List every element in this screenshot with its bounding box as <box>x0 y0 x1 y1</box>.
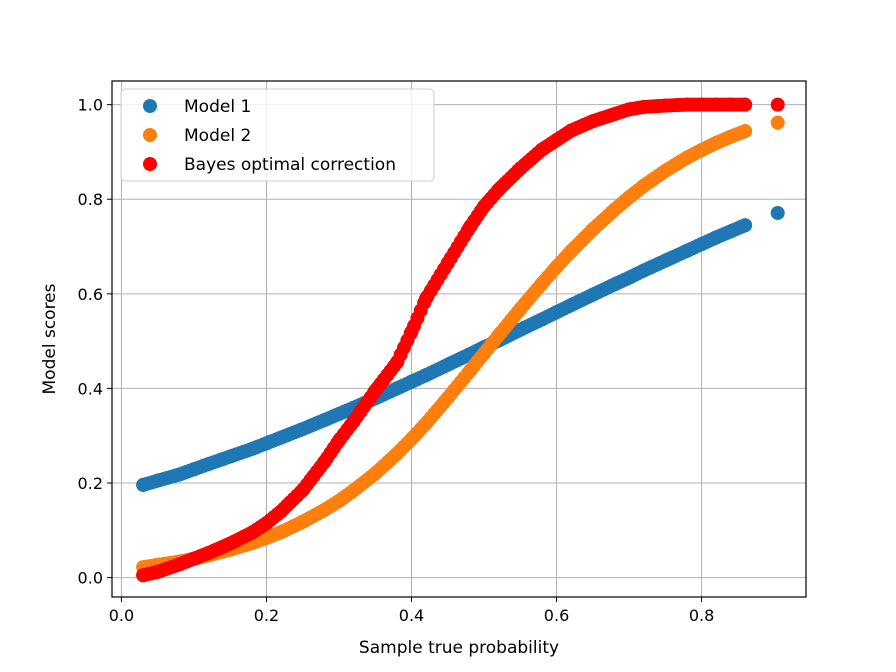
y-axis-ticks: 0.0 0.2 0.4 0.6 0.8 1.0 <box>78 96 112 588</box>
data-point <box>770 205 785 220</box>
data-point <box>770 97 785 112</box>
x-tick-label: 0.4 <box>399 606 424 625</box>
legend-label-model-1: Model 1 <box>184 97 251 117</box>
legend-marker-bayes-optimal-correction <box>143 157 157 171</box>
x-axis-label: Sample true probability <box>359 638 559 658</box>
data-point-dense <box>738 97 753 112</box>
x-tick-label: 0.0 <box>109 606 134 625</box>
y-axis-label: Model scores <box>40 283 60 394</box>
y-tick-label: 0.6 <box>78 285 103 304</box>
legend-marker-model-1 <box>143 99 157 113</box>
plot-frame <box>111 80 807 598</box>
y-tick-label: 1.0 <box>78 96 103 115</box>
legend-label-bayes-optimal-correction: Bayes optimal correction <box>184 155 396 175</box>
x-tick-label: 0.6 <box>544 606 569 625</box>
y-tick-label: 0.4 <box>78 379 103 398</box>
x-axis-ticks: 0.0 0.2 0.4 0.6 0.8 <box>109 597 714 625</box>
data-point-dense <box>738 218 753 233</box>
legend-box <box>120 88 435 182</box>
y-tick-label: 0.8 <box>78 190 103 209</box>
x-tick-label: 0.2 <box>254 606 279 625</box>
x-tick-label: 0.8 <box>689 606 714 625</box>
y-tick-label: 0.2 <box>78 474 103 493</box>
y-tick-label: 0.0 <box>78 569 103 588</box>
legend: Model 1 Model 2 Bayes optimal correction <box>120 88 435 182</box>
legend-marker-model-2 <box>143 128 157 142</box>
data-point-dense <box>738 124 753 139</box>
data-points <box>136 97 785 583</box>
data-point <box>770 115 785 130</box>
series-bayes-optimal-correction <box>136 97 785 583</box>
legend-label-model-2: Model 2 <box>184 126 251 146</box>
